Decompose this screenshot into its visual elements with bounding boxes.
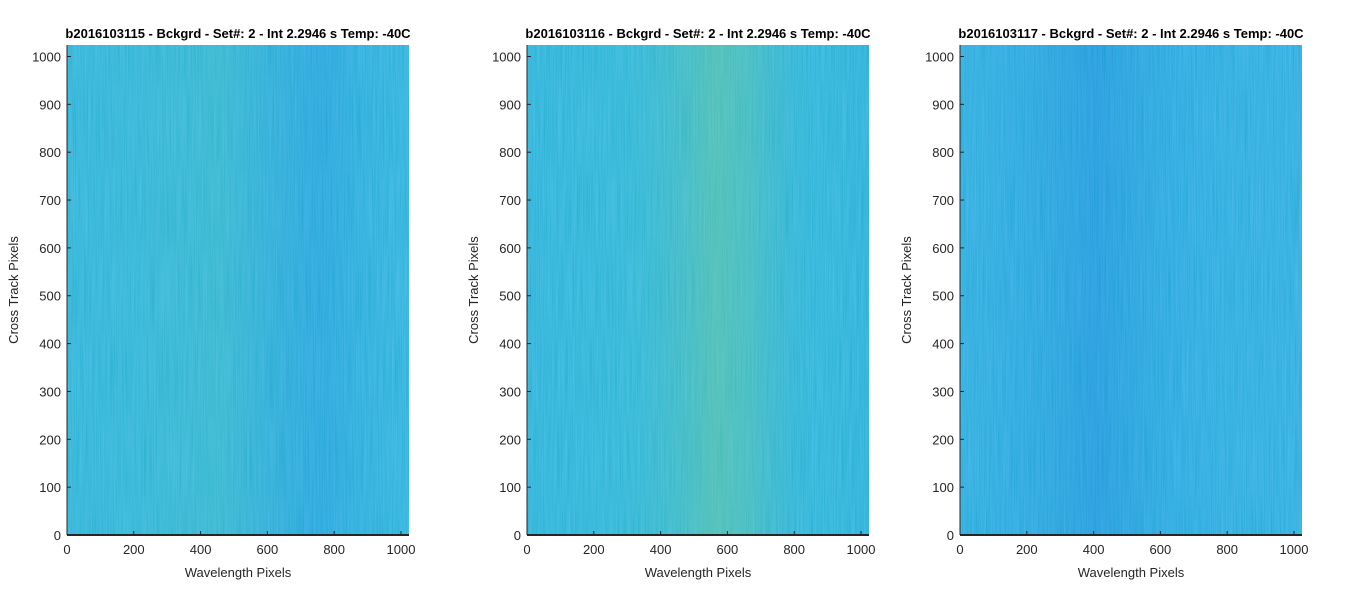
x-axis-label: Wavelength Pixels: [185, 565, 292, 580]
y-tick-label: 0: [54, 528, 61, 543]
x-tick-label: 400: [190, 542, 212, 557]
y-tick-label: 200: [932, 432, 954, 447]
y-tick-label: 300: [499, 384, 521, 399]
x-tick-label: 0: [63, 542, 70, 557]
chart-title: b2016103117 - Bckgrd - Set#: 2 - Int 2.2…: [958, 26, 1304, 41]
y-tick-label: 700: [499, 193, 521, 208]
x-tick-label: 1000: [387, 542, 416, 557]
x-tick-label: 600: [1150, 542, 1172, 557]
y-tick-label: 300: [39, 384, 61, 399]
y-tick-label: 0: [514, 528, 521, 543]
y-axis-label: Cross Track Pixels: [899, 236, 914, 344]
y-tick-label: 800: [932, 145, 954, 160]
y-axis-label: Cross Track Pixels: [6, 236, 21, 344]
heatmap-shading: [67, 45, 409, 535]
y-tick-label: 200: [499, 432, 521, 447]
y-tick-label: 900: [932, 97, 954, 112]
y-axis-label: Cross Track Pixels: [466, 236, 481, 344]
y-tick-label: 1000: [32, 49, 61, 64]
x-tick-label: 200: [583, 542, 605, 557]
x-tick-label: 200: [123, 542, 145, 557]
y-tick-label: 500: [932, 289, 954, 304]
x-tick-label: 600: [717, 542, 739, 557]
x-axis-label: Wavelength Pixels: [645, 565, 752, 580]
y-tick-label: 700: [39, 193, 61, 208]
y-tick-label: 400: [499, 337, 521, 352]
x-tick-label: 800: [1216, 542, 1238, 557]
y-tick-label: 400: [39, 337, 61, 352]
heatmap-panel-3: 0 200 400 600 800 1000 0 100 200 300 400 500 600 700 8…: [899, 26, 1308, 580]
heatmap-panel-1: 0 200 400 600 800 1000 0 100 200 300 400 500 600 700 8…: [6, 26, 415, 580]
y-tick-label: 0: [947, 528, 954, 543]
x-tick-label: 0: [956, 542, 963, 557]
x-tick-label: 1000: [847, 542, 876, 557]
heatmap-panel-2: 0 200 400 600 800 1000 0 100 200 300 400 500 600 700 8…: [466, 26, 875, 580]
y-tick-label: 600: [39, 241, 61, 256]
heatmap-shading: [527, 45, 869, 535]
y-tick-label: 300: [932, 384, 954, 399]
y-tick-label: 800: [499, 145, 521, 160]
chart-title: b2016103115 - Bckgrd - Set#: 2 - Int 2.2…: [65, 26, 411, 41]
y-tick-label: 600: [499, 241, 521, 256]
x-axis-label: Wavelength Pixels: [1078, 565, 1185, 580]
x-tick-label: 600: [257, 542, 279, 557]
y-tick-label: 500: [39, 289, 61, 304]
x-tick-label: 400: [650, 542, 672, 557]
y-tick-label: 1000: [925, 49, 954, 64]
y-tick-label: 500: [499, 289, 521, 304]
y-tick-label: 1000: [492, 49, 521, 64]
y-tick-label: 600: [932, 241, 954, 256]
y-tick-label: 200: [39, 432, 61, 447]
x-tick-label: 0: [523, 542, 530, 557]
x-tick-label: 400: [1083, 542, 1105, 557]
x-tick-label: 800: [783, 542, 805, 557]
y-tick-label: 900: [39, 97, 61, 112]
heatmap-shading: [960, 45, 1302, 535]
y-tick-label: 800: [39, 145, 61, 160]
y-tick-label: 900: [499, 97, 521, 112]
y-tick-label: 700: [932, 193, 954, 208]
x-tick-label: 1000: [1280, 542, 1309, 557]
x-tick-label: 200: [1016, 542, 1038, 557]
x-tick-label: 800: [323, 542, 345, 557]
y-tick-label: 100: [499, 480, 521, 495]
y-tick-label: 400: [932, 337, 954, 352]
y-tick-label: 100: [932, 480, 954, 495]
chart-title: b2016103116 - Bckgrd - Set#: 2 - Int 2.2…: [525, 26, 871, 41]
y-tick-label: 100: [39, 480, 61, 495]
